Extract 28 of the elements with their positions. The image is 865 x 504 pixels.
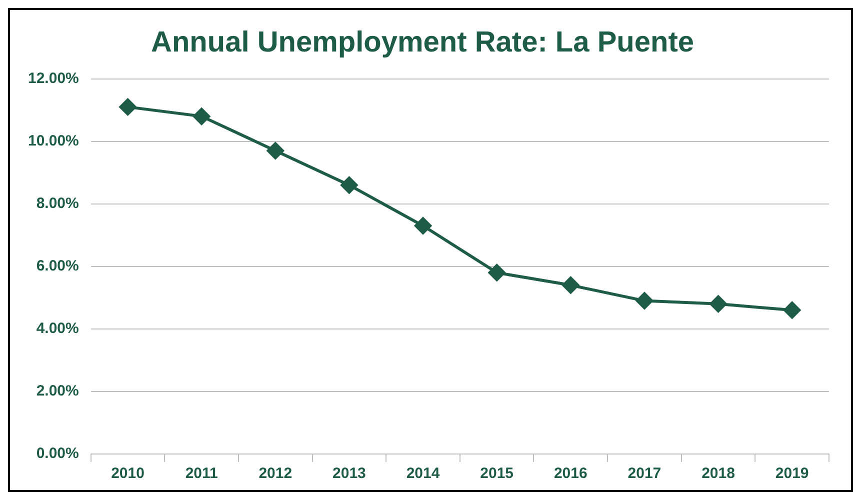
y-tick-label: 12.00% — [28, 70, 79, 87]
y-tick-label: 2.00% — [36, 382, 79, 400]
point — [266, 142, 284, 160]
point — [710, 295, 727, 312]
point — [562, 276, 580, 294]
point — [784, 302, 801, 319]
point — [119, 98, 136, 116]
y-tick-label: 0.00% — [36, 445, 79, 462]
y-tick-label: 10.00% — [28, 132, 79, 150]
x-tick-label: 2012 — [258, 465, 292, 482]
y-tick-label: 8.00% — [36, 195, 79, 212]
x-tick-label: 2019 — [775, 465, 809, 482]
x-tick-label: 2018 — [702, 465, 735, 482]
point — [340, 176, 358, 194]
x-tick-label: 2015 — [480, 465, 514, 482]
x-tick-label: 2010 — [111, 465, 144, 482]
y-tick-label: 6.00% — [36, 258, 79, 275]
chart-title: Annual Unemployment Rate: La Puente — [150, 26, 694, 58]
point — [414, 217, 432, 234]
x-tick-label: 2014 — [406, 465, 440, 482]
y-tick-label: 4.00% — [36, 320, 79, 338]
x-tick-label: 2013 — [332, 465, 366, 482]
x-tick-label: 2016 — [554, 465, 588, 482]
point — [636, 292, 653, 310]
point — [488, 264, 506, 282]
x-tick-label: 2011 — [185, 465, 218, 482]
point — [193, 108, 210, 125]
x-tick-label: 2017 — [628, 465, 662, 482]
